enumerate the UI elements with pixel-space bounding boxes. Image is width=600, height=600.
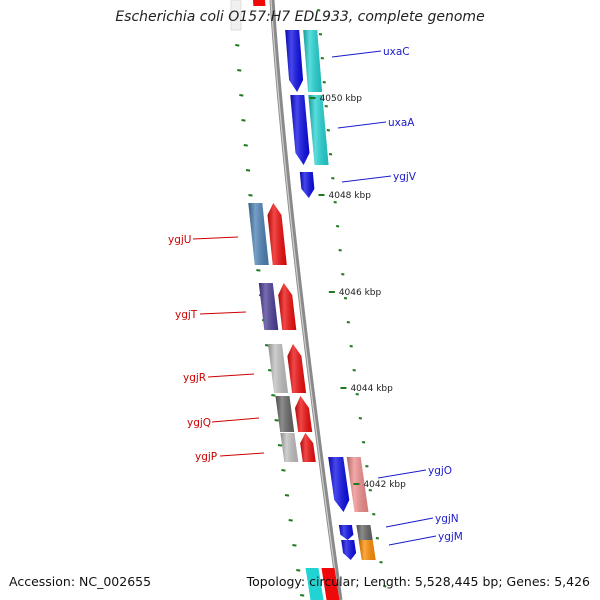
kbp-label: 4046 kbp — [339, 288, 382, 298]
scale-tick — [333, 201, 337, 204]
gene-label-ygjM[interactable]: ygjM — [438, 531, 463, 543]
leader-line-ygjR — [207, 373, 255, 378]
scale-tick — [331, 177, 335, 180]
scale-tick — [383, 585, 387, 588]
gene-label-ygjU[interactable]: ygjU — [168, 234, 191, 246]
scale-tick — [324, 105, 328, 108]
cog-bar-shade — [275, 396, 295, 432]
partial-gene-bottom — [321, 568, 340, 600]
gene-arrow-shade — [299, 172, 315, 198]
scale-tick — [239, 94, 244, 97]
gene-arrow-shade — [300, 433, 316, 462]
map-title: Escherichia coli O157:H7 EDL933, complet… — [115, 9, 485, 25]
scale-tick — [326, 129, 331, 132]
partial-cog-top — [230, 0, 242, 31]
gene-arrow-shade — [278, 283, 297, 330]
scale-tick — [288, 519, 293, 522]
scale-tick — [296, 569, 301, 572]
kbp-label: 4048 kbp — [329, 191, 372, 201]
leader-line-ygjU — [192, 236, 239, 240]
gene-arrow-shade — [338, 525, 354, 540]
scale-tick — [271, 394, 276, 397]
gene-label-ygjR[interactable]: ygjR — [183, 372, 206, 384]
scale-tick — [318, 33, 323, 36]
scale-tick — [300, 594, 305, 597]
leader-line-ygjQ — [211, 417, 260, 423]
scale-tick — [292, 544, 297, 547]
kbp-label: 4050 kbp — [320, 94, 363, 104]
cog-bar-shade — [258, 283, 279, 330]
kbp-label: 4044 kbp — [350, 384, 393, 394]
scale-tick — [320, 57, 324, 60]
gene-label-ygjN[interactable]: ygjN — [435, 513, 459, 525]
scale-tick — [346, 321, 350, 324]
kbp-label: 4042 kbp — [363, 480, 406, 490]
gene-label-ygjO[interactable]: ygjO — [428, 465, 452, 477]
gene-arrow-shade — [290, 95, 310, 165]
scale-tick — [237, 69, 242, 72]
scale-tick — [349, 345, 353, 348]
scale-tick — [361, 441, 366, 444]
cog-bar-shade — [268, 344, 289, 393]
gene-label-ygjV[interactable]: ygjV — [393, 171, 417, 183]
cog-bar-shade — [280, 433, 299, 462]
genome-backbone — [269, 0, 343, 600]
scale-tick — [372, 513, 376, 516]
scale-tick — [317, 9, 321, 12]
scale-tick — [379, 561, 383, 564]
leader-line-uxaA — [337, 121, 387, 129]
gene-arrow-shade — [341, 540, 357, 560]
cog-bar-shade — [356, 525, 373, 540]
scale-tick — [328, 153, 333, 156]
scale-tick — [375, 537, 380, 540]
genome-stats-text: Topology: circular; Length: 5,528,445 bp… — [246, 574, 590, 589]
cog-bar-shade — [308, 95, 329, 165]
gene-label-uxaC[interactable]: uxaC — [383, 46, 410, 58]
scale-tick — [245, 169, 251, 172]
partial-gene-top — [252, 0, 266, 6]
scale-tick — [256, 269, 261, 272]
gene-label-ygjP[interactable]: ygjP — [195, 451, 217, 463]
scale-tick — [365, 465, 369, 468]
leader-line-ygjM — [388, 535, 437, 546]
cog-bar-shade — [358, 540, 376, 560]
leader-line-ygjO — [377, 469, 427, 479]
scale-tick — [322, 81, 326, 84]
scale-tick — [284, 494, 290, 497]
gene-arrow-shade — [285, 30, 304, 92]
leader-line-ygjT — [199, 311, 247, 315]
gene-arrow-shade — [267, 203, 287, 265]
scale-tick — [274, 419, 279, 422]
gene-label-ygjQ[interactable]: ygjQ — [187, 417, 211, 429]
leader-line-ygjV — [341, 175, 392, 183]
accession-text: Accession: NC_002655 — [9, 574, 152, 589]
scale-tick — [248, 194, 253, 197]
cog-bar-shade — [248, 203, 269, 265]
scale-tick — [338, 249, 342, 252]
gene-arrow-shade — [295, 396, 313, 432]
partial-cog-bottom — [305, 568, 324, 600]
gene-arrow-shade — [328, 457, 350, 512]
scale-tick — [358, 417, 363, 420]
scale-tick — [368, 489, 372, 492]
scale-tick — [281, 469, 286, 472]
scale-tick — [277, 444, 283, 447]
gene-label-ygjT[interactable]: ygjT — [175, 309, 198, 321]
leader-line-uxaC — [331, 50, 382, 58]
scale-tick — [241, 119, 246, 122]
scale-tick — [341, 273, 345, 276]
scale-tick — [243, 144, 248, 147]
leader-line-ygjN — [385, 517, 434, 528]
cog-bar-shade — [303, 30, 323, 92]
gene-label-uxaA[interactable]: uxaA — [388, 117, 415, 129]
gene-arrow-shade — [287, 344, 307, 393]
scale-tick — [343, 297, 348, 300]
scale-tick — [352, 369, 356, 372]
scale-tick — [355, 393, 359, 396]
leader-line-ygjP — [219, 452, 265, 457]
scale-tick — [335, 225, 340, 228]
scale-tick — [235, 44, 240, 47]
